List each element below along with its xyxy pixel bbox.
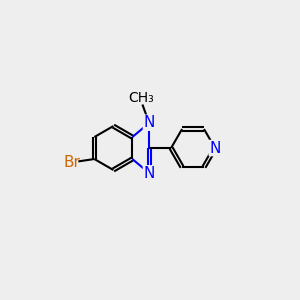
Text: Br: Br [63, 155, 80, 170]
Text: CH₃: CH₃ [128, 91, 154, 104]
Text: N: N [209, 140, 221, 155]
Text: N: N [143, 166, 155, 181]
Text: N: N [143, 115, 155, 130]
